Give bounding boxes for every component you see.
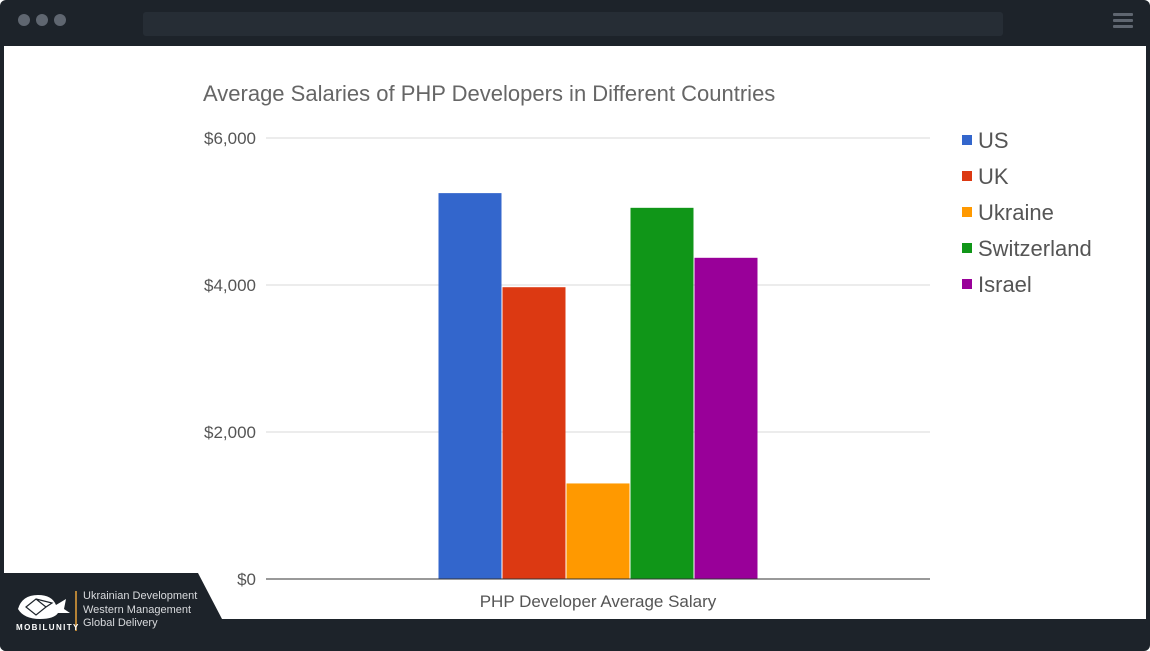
y-axis-tick-labels: $0 $2,000 $4,000 $6,000 [204,129,256,589]
bar-ukraine[interactable] [566,483,630,579]
bar-uk[interactable] [502,287,566,579]
window-dot-icon[interactable] [54,14,66,26]
page-content: Average Salaries of PHP Developers in Di… [4,46,1146,619]
tagline-line: Ukrainian Development [83,590,198,602]
legend-swatch [962,279,972,289]
window-dot-icon[interactable] [18,14,30,26]
legend-swatch [962,135,972,145]
badge-tagline: Ukrainian Development Western Management… [83,590,197,631]
window-controls [18,14,66,26]
tagline-line: Western Management [83,603,192,616]
bar-switzerland[interactable] [630,207,694,579]
browser-toolbar [0,0,1150,46]
legend-swatch [962,171,972,181]
legend-item-uk[interactable]: UK [978,164,1009,189]
chart-title: Average Salaries of PHP Developers in Di… [203,81,775,106]
legend-swatch [962,207,972,217]
salary-bar-chart: Average Salaries of PHP Developers in Di… [203,81,1092,611]
y-tick-label: $6,000 [204,129,256,148]
company-badge: MOBILUNITY Ukrainian Development Western… [0,573,222,651]
chart-bars [438,193,758,579]
tagline-line: Global Delivery [83,617,158,629]
legend-item-ukraine[interactable]: Ukraine [978,200,1054,225]
x-category-label: PHP Developer Average Salary [480,592,717,611]
y-tick-label: $0 [237,570,256,589]
chart-gridlines [266,137,930,433]
y-tick-label: $2,000 [204,423,256,442]
legend-item-us[interactable]: US [978,128,1009,153]
hamburger-menu-icon[interactable] [1113,13,1133,29]
badge-background [0,573,222,651]
window-dot-icon[interactable] [36,14,48,26]
chart-legend: US UK Ukraine Switzerland Israel [962,128,1092,297]
address-bar[interactable] [143,12,1003,36]
bar-us[interactable] [438,193,502,579]
y-tick-label: $4,000 [204,276,256,295]
legend-swatch [962,243,972,253]
whale-logo-icon [18,595,70,619]
bar-israel[interactable] [694,257,758,579]
brand-name: MOBILUNITY [16,623,80,632]
legend-item-switzerland[interactable]: Switzerland [978,236,1092,261]
legend-item-israel[interactable]: Israel [978,272,1032,297]
